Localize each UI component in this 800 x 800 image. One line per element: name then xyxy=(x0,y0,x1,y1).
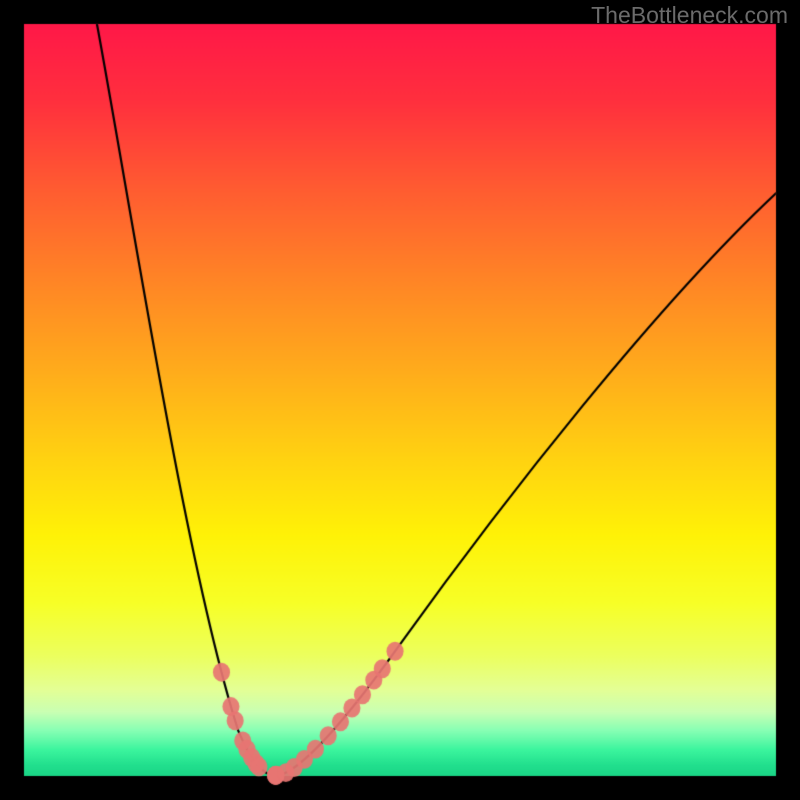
watermark-text: TheBottleneck.com xyxy=(591,2,788,29)
chart-container: TheBottleneck.com xyxy=(0,0,800,800)
v-curve-layer xyxy=(0,0,800,800)
